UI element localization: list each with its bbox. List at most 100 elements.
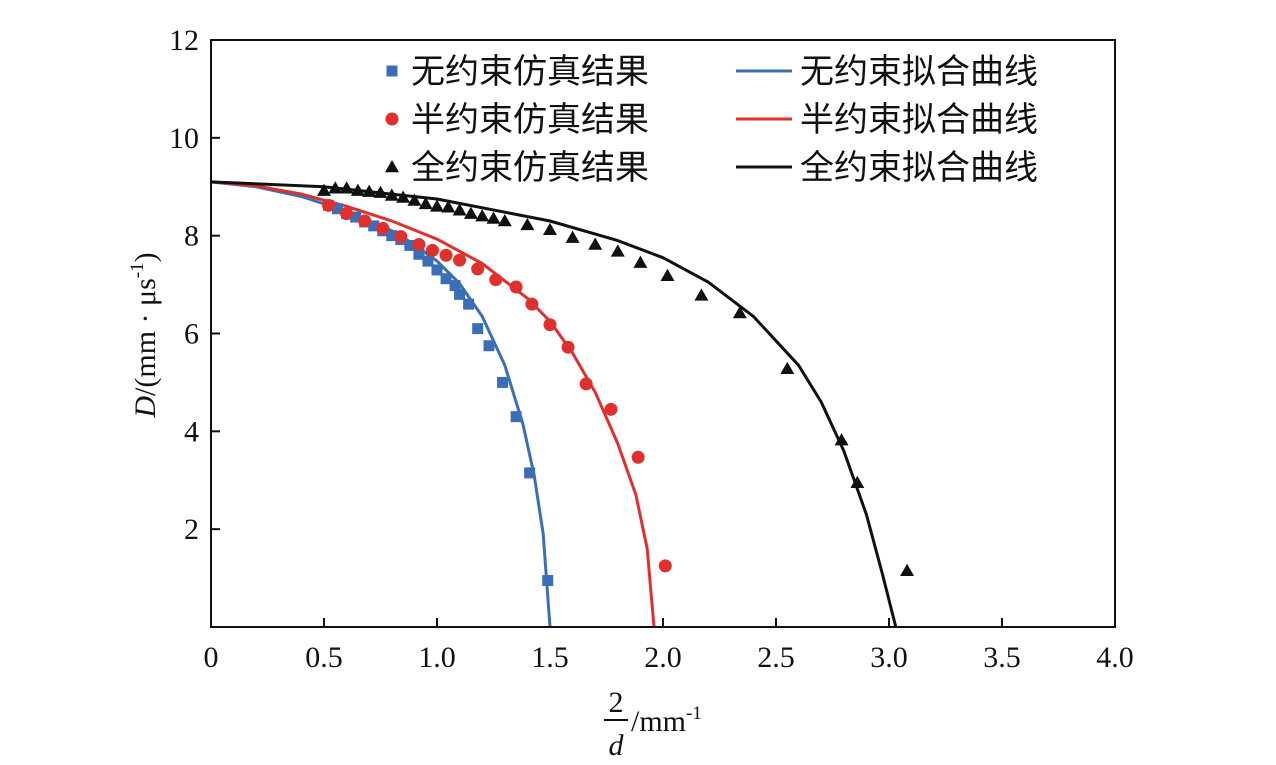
- legend-marker: [385, 160, 399, 173]
- data-point: [660, 268, 675, 282]
- x-label-unit: /mm-1: [631, 703, 702, 738]
- x-tick-label: 2.0: [644, 641, 682, 674]
- y-label-sup: -1: [127, 262, 148, 278]
- legend-label: 半约束仿真结果: [411, 100, 649, 140]
- data-point: [322, 198, 336, 212]
- y-axis-label: D/(mm · μs-1): [127, 252, 162, 418]
- legend-label: 全约束拟合曲线: [800, 148, 1038, 188]
- data-point: [510, 411, 522, 423]
- x-tick-label: 2.5: [757, 641, 795, 674]
- data-point: [542, 575, 554, 587]
- x-tick-label: 0: [204, 641, 219, 674]
- point-series-1: [322, 198, 672, 573]
- data-point: [350, 211, 362, 223]
- data-point: [404, 239, 416, 251]
- data-point: [579, 377, 593, 391]
- legend-label: 无约束拟合曲线: [800, 52, 1038, 92]
- data-point: [449, 280, 461, 292]
- data-point: [604, 402, 618, 416]
- data-point: [340, 207, 354, 221]
- legend-marker: [385, 112, 399, 126]
- data-point: [358, 214, 372, 228]
- y-label-close: ): [129, 252, 162, 262]
- data-point: [543, 318, 557, 332]
- x-tick-label: 1.5: [531, 641, 569, 674]
- data-point: [565, 230, 580, 243]
- legend-marker: [386, 65, 398, 77]
- data-point: [489, 273, 503, 287]
- data-point: [376, 221, 390, 235]
- x-tick-label: 3.0: [870, 641, 908, 674]
- plot-area: [211, 180, 915, 627]
- data-point: [509, 280, 523, 294]
- y-tick-label: 8: [184, 220, 199, 253]
- data-point: [418, 196, 433, 210]
- data-point: [412, 237, 426, 251]
- x-axis-label: 2 d /mm-1: [604, 686, 702, 762]
- data-point: [373, 185, 388, 198]
- data-point: [633, 255, 648, 268]
- data-point: [384, 188, 399, 201]
- data-point: [362, 184, 377, 197]
- data-point: [561, 340, 575, 354]
- data-point: [441, 200, 456, 213]
- data-point: [396, 190, 411, 203]
- data-point: [368, 220, 380, 232]
- data-point: [520, 217, 535, 231]
- data-point: [454, 288, 466, 300]
- data-point: [452, 203, 467, 216]
- data-point: [472, 323, 484, 335]
- data-point: [486, 211, 501, 224]
- data-point: [471, 262, 485, 276]
- data-point: [350, 183, 365, 196]
- y-label-var: D: [129, 396, 162, 419]
- point-series-0: [323, 199, 554, 587]
- data-point: [339, 181, 354, 194]
- data-point: [317, 183, 331, 196]
- legend-label: 半约束拟合曲线: [800, 100, 1038, 140]
- data-point: [610, 244, 625, 257]
- data-point: [430, 199, 444, 212]
- data-point: [413, 248, 425, 260]
- data-point: [497, 376, 509, 388]
- data-point: [328, 181, 343, 194]
- data-point: [475, 209, 490, 222]
- y-tick-label: 6: [184, 318, 199, 351]
- x-label-denominator: d: [609, 729, 625, 762]
- data-point: [900, 563, 915, 576]
- x-tick-label: 0.5: [305, 641, 343, 674]
- data-point: [463, 298, 475, 310]
- data-point: [850, 475, 865, 488]
- x-tick-label: 4.0: [1096, 641, 1134, 674]
- plot-frame: [210, 39, 1116, 628]
- data-point: [732, 305, 747, 319]
- fit-curve-1: [211, 180, 656, 627]
- y-tick-label: 4: [184, 415, 199, 448]
- data-point: [463, 206, 478, 219]
- data-point: [439, 248, 453, 262]
- y-tick-label: 12: [169, 24, 199, 57]
- data-point: [658, 559, 672, 573]
- data-point: [386, 230, 398, 242]
- x-tick-label: 1.0: [418, 641, 456, 674]
- data-point: [431, 264, 443, 276]
- data-point: [834, 433, 849, 446]
- y-label-unit: /(mm · μs: [129, 278, 162, 396]
- point-series-2: [317, 181, 915, 576]
- data-point: [497, 213, 512, 227]
- data-point: [425, 243, 439, 257]
- x-tick-label: 3.5: [983, 641, 1021, 674]
- x-axis-ticks: 0 0.5 1.0 1.5 2.0 2.5 3.0 3.5 4.0: [204, 618, 1134, 674]
- data-point: [631, 450, 645, 464]
- data-point: [543, 222, 557, 236]
- legend-label: 全约束仿真结果: [411, 148, 649, 188]
- y-tick-label: 2: [184, 513, 199, 546]
- y-tick-label: 10: [169, 122, 199, 155]
- data-point: [453, 253, 467, 267]
- data-point: [407, 193, 422, 206]
- data-point: [440, 273, 452, 285]
- data-point: [588, 237, 603, 250]
- data-point: [694, 288, 709, 301]
- fit-curve-2: [211, 180, 898, 627]
